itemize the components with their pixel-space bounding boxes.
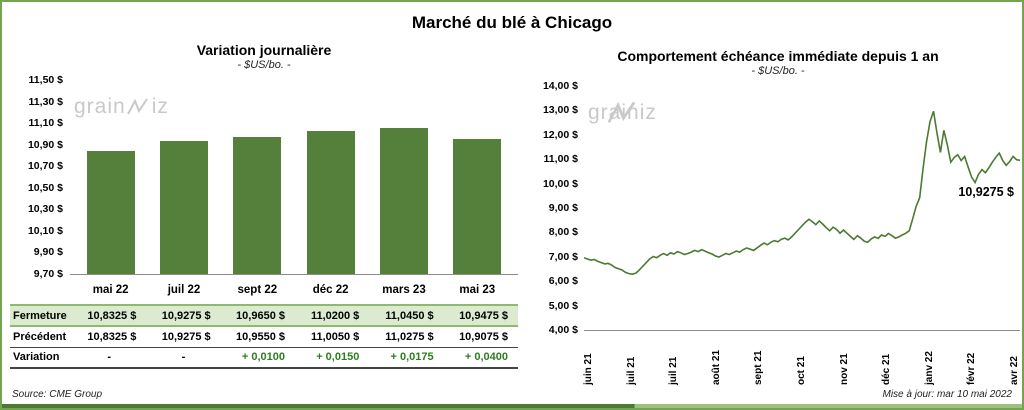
y-tick-label: 14,00 $ <box>542 80 578 92</box>
price-table: Fermeture 10,8325 $10,9275 $10,9650 $11,0… <box>10 304 518 369</box>
line-chart-subtitle: - $US/bo. - <box>751 65 805 77</box>
bar-chart-x-axis: mai 22 juil 22 sept 22 déc 22 mars 23 mai 23 <box>70 284 518 296</box>
table-cell: 11,0050 $ <box>310 330 360 343</box>
table-cell: 10,9550 $ <box>236 330 285 343</box>
y-tick-label: 10,90 $ <box>27 138 63 151</box>
row-label: Variation <box>10 346 72 369</box>
y-tick-label: 6,00 $ <box>548 275 578 288</box>
y-tick-label: 11,50 $ <box>28 74 63 86</box>
table-cell: - <box>72 346 147 369</box>
price-line <box>584 111 1020 274</box>
table-cell: 10,9475 $ <box>443 304 518 327</box>
x-category-label: juil 22 <box>167 284 201 296</box>
table-cell: - <box>146 346 221 369</box>
bar-chart-title: Variation journalière <box>196 42 332 58</box>
bar-chart: 11,50 $ 11,30 $ 11,10 $ 10,90 $ 10,70 $ 10,50… <box>10 74 518 280</box>
table-cell: + 0,0100 <box>220 346 295 369</box>
line-chart-title: Comportement échéance immédiate depuis 1… <box>617 48 939 64</box>
y-tick-label: 9,70 $ <box>33 267 63 280</box>
table-cell: 10,9275 $ <box>161 330 211 343</box>
x-category-label: mars 23 <box>382 284 426 296</box>
bar-slot <box>441 79 514 274</box>
bar-slot <box>294 79 367 274</box>
x-tick-label: juil 21 <box>668 356 680 385</box>
table-cell: 11,0200 $ <box>294 304 370 327</box>
y-tick-label: 12,00 $ <box>542 128 578 141</box>
last-value-annotation: 10,9275 $ <box>958 185 1014 199</box>
y-tick-label: 8,00 $ <box>548 226 578 239</box>
table-cell: 10,9275 $ <box>146 304 221 327</box>
x-category-label: déc 22 <box>312 284 349 296</box>
bar-sept-22 <box>233 136 282 274</box>
bar-slot <box>367 79 440 274</box>
table-cell: 10,8325 $ <box>87 330 137 343</box>
bar-chart-subtitle: - $US/bo. - <box>237 59 291 71</box>
row-label: Fermeture <box>10 304 72 327</box>
y-tick-label: 10,50 $ <box>27 181 63 194</box>
bar-juil-22 <box>159 141 208 274</box>
price-line-svg <box>584 85 1020 330</box>
table-cell: 11,0275 $ <box>385 330 434 343</box>
y-tick-label: 4,00 $ <box>548 323 578 336</box>
y-tick-label: 10,10 $ <box>27 224 63 237</box>
table-row-precedent: Précédent 10,8325 $ 10,9275 $ 10,9550 $ 11,0… <box>10 326 518 347</box>
page-title: Marché du blé à Chicago <box>411 13 613 32</box>
bar-déc-22 <box>306 131 355 274</box>
x-tick-label: sept 21 <box>753 350 765 385</box>
row-label: Précédent <box>13 330 67 343</box>
bar-mai-22 <box>86 151 135 274</box>
table-cell: 11,0450 $ <box>369 304 444 327</box>
y-tick-label: 7,00 $ <box>548 250 578 263</box>
daily-variation-panel: Variation journalière - $US/bo. - 11,50 … <box>10 42 518 369</box>
x-tick-label: juil 21 <box>625 356 637 385</box>
line-chart-plot-area: grain iz 10,9275 $ <box>584 85 1020 331</box>
x-category-label: mai 23 <box>459 284 496 296</box>
y-tick-label: 5,00 $ <box>548 299 578 312</box>
table-row-variation: Variation - - + 0,0100 + 0,0150 + 0,0175 + 0,0… <box>10 346 518 369</box>
bar-slot <box>221 79 294 274</box>
trend-panel: Comportement échéance immédiate depuis 1… <box>536 48 1020 385</box>
x-category-label: sept 22 <box>237 284 278 296</box>
bar-mai-23 <box>453 138 502 274</box>
x-tick-label: août 21 <box>710 349 722 385</box>
table-cell: 10,9650 $ <box>220 304 295 327</box>
source-note: Source: CME Group <box>12 389 103 400</box>
footer: Source: CME Group Mise à jour: mar 10 ma… <box>12 389 1012 400</box>
bottom-accent-bar <box>2 404 1022 408</box>
y-tick-label: 11,00 $ <box>543 153 578 166</box>
y-tick-label: 11,10 $ <box>28 117 63 130</box>
x-category-label: mai 22 <box>92 284 129 296</box>
bar-slot <box>74 79 147 274</box>
x-tick-label: nov 21 <box>838 353 850 385</box>
x-tick-label: déc 21 <box>881 353 893 385</box>
x-tick-label: févr 22 <box>966 352 978 385</box>
line-chart: 14,00 $ 13,00 $ 12,00 $ 11,00 $ 10,00 $ 9,00 … <box>536 80 1020 336</box>
x-tick-label: janv 22 <box>923 351 935 385</box>
x-tick-label: juin 21 <box>583 353 594 385</box>
bar-chart-plot-area: grain iz <box>70 79 518 275</box>
x-tick-label: oct 21 <box>795 356 807 385</box>
y-tick-label: 10,30 $ <box>27 203 63 216</box>
y-tick-label: 9,90 $ <box>33 246 63 259</box>
bar-slot <box>147 79 220 274</box>
x-tick-label: avr 22 <box>1008 356 1020 385</box>
line-chart-x-axis: juin 21 juil 21 juil 21 août 21 sept 21 oct 2… <box>583 339 1020 385</box>
bar-mars-23 <box>379 128 428 274</box>
y-tick-label: 11,30 $ <box>28 95 63 108</box>
table-cell: + 0,0175 <box>369 346 444 369</box>
y-tick-label: 9,00 $ <box>548 201 578 214</box>
y-tick-label: 10,70 $ <box>27 160 63 173</box>
y-tick-label: 10,00 $ <box>542 177 578 190</box>
table-row-fermeture: Fermeture 10,8325 $10,9275 $10,9650 $11,0… <box>10 304 518 327</box>
table-cell: 10,8325 $ <box>72 304 147 327</box>
line-chart-y-axis: 14,00 $ 13,00 $ 12,00 $ 11,00 $ 10,00 $ 9,00 … <box>536 80 584 336</box>
table-cell: + 0,0400 <box>443 346 518 369</box>
bar-chart-y-axis: 11,50 $ 11,30 $ 11,10 $ 10,90 $ 10,70 $ 10,50… <box>10 74 70 280</box>
table-cell: 10,9075 $ <box>459 330 508 343</box>
updated-note: Mise à jour: mar 10 mai 2022 <box>882 389 1012 400</box>
y-tick-label: 13,00 $ <box>542 104 578 117</box>
table-cell: + 0,0150 <box>294 346 370 369</box>
